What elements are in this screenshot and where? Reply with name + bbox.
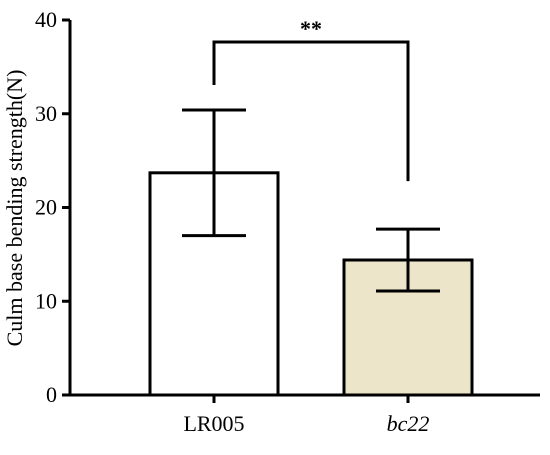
y-tick-label: 30 xyxy=(35,101,57,126)
y-tick-label: 0 xyxy=(46,382,57,407)
y-tick-label: 40 xyxy=(35,7,57,32)
significance-label: ** xyxy=(300,16,322,41)
x-tick-label: LR005 xyxy=(183,411,244,436)
y-tick-label: 10 xyxy=(35,288,57,313)
y-tick-label: 20 xyxy=(35,195,57,220)
y-axis-label: Culm base bending strength(N) xyxy=(2,70,27,347)
significance-bracket xyxy=(212,40,410,182)
x-tick-label: bc22 xyxy=(387,411,430,436)
